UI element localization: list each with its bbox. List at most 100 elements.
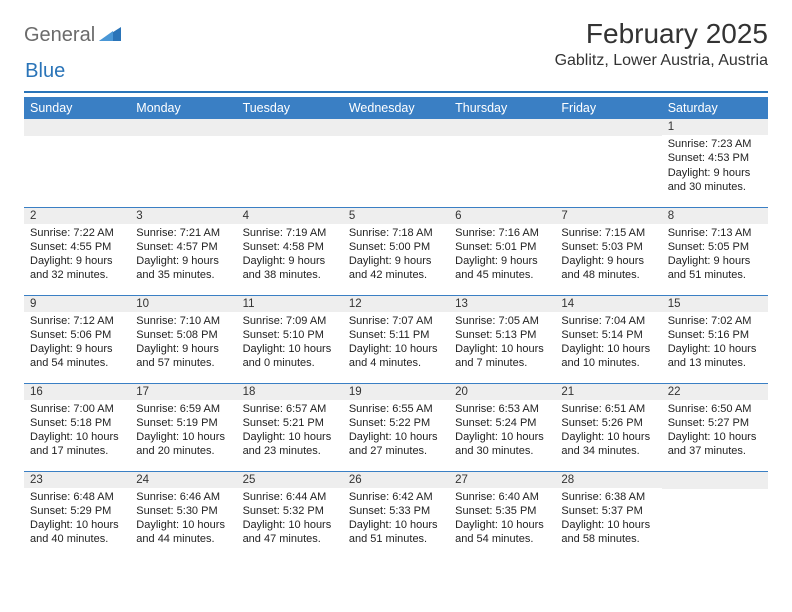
calendar-cell: 17Sunrise: 6:59 AMSunset: 5:19 PMDayligh… [130, 383, 236, 471]
calendar-cell: 10Sunrise: 7:10 AMSunset: 5:08 PMDayligh… [130, 295, 236, 383]
sunset-text: Sunset: 5:18 PM [30, 416, 124, 430]
sunset-text: Sunset: 4:55 PM [30, 240, 124, 254]
sunset-text: Sunset: 5:32 PM [243, 504, 337, 518]
calendar-cell: 6Sunrise: 7:16 AMSunset: 5:01 PMDaylight… [449, 207, 555, 295]
logo-text-blue: Blue [25, 60, 65, 83]
daylight-text: Daylight: 10 hours and 7 minutes. [455, 342, 549, 371]
sunset-text: Sunset: 5:06 PM [30, 328, 124, 342]
day-number: 8 [662, 208, 768, 224]
calendar-cell: 1Sunrise: 7:23 AMSunset: 4:53 PMDaylight… [662, 119, 768, 207]
daylight-text: Daylight: 10 hours and 0 minutes. [243, 342, 337, 371]
sunrise-text: Sunrise: 7:16 AM [455, 226, 549, 240]
daylight-text: Daylight: 10 hours and 4 minutes. [349, 342, 443, 371]
daylight-text: Daylight: 10 hours and 17 minutes. [30, 430, 124, 459]
sunset-text: Sunset: 5:00 PM [349, 240, 443, 254]
sunset-text: Sunset: 4:57 PM [136, 240, 230, 254]
day-number: 28 [555, 472, 661, 488]
calendar-week: 1Sunrise: 7:23 AMSunset: 4:53 PMDaylight… [24, 119, 768, 207]
sunrise-text: Sunrise: 7:23 AM [668, 137, 762, 151]
day-body: Sunrise: 7:05 AMSunset: 5:13 PMDaylight:… [449, 312, 555, 375]
daylight-text: Daylight: 9 hours and 48 minutes. [561, 254, 655, 283]
day-number: 4 [237, 208, 343, 224]
day-number: 24 [130, 472, 236, 488]
day-body [237, 136, 343, 142]
day-number: 14 [555, 296, 661, 312]
daylight-text: Daylight: 9 hours and 35 minutes. [136, 254, 230, 283]
day-number: 12 [343, 296, 449, 312]
daylight-text: Daylight: 9 hours and 51 minutes. [668, 254, 762, 283]
logo-text-general: General [24, 24, 95, 47]
calendar-cell [555, 119, 661, 207]
day-body [662, 489, 768, 495]
day-body [555, 136, 661, 142]
day-body: Sunrise: 6:57 AMSunset: 5:21 PMDaylight:… [237, 400, 343, 463]
calendar-cell: 3Sunrise: 7:21 AMSunset: 4:57 PMDaylight… [130, 207, 236, 295]
day-header: Sunday [24, 97, 130, 119]
calendar-cell: 4Sunrise: 7:19 AMSunset: 4:58 PMDaylight… [237, 207, 343, 295]
calendar-cell [343, 119, 449, 207]
sunset-text: Sunset: 5:30 PM [136, 504, 230, 518]
daylight-text: Daylight: 10 hours and 23 minutes. [243, 430, 337, 459]
calendar-cell: 19Sunrise: 6:55 AMSunset: 5:22 PMDayligh… [343, 383, 449, 471]
calendar-cell: 8Sunrise: 7:13 AMSunset: 5:05 PMDaylight… [662, 207, 768, 295]
day-body: Sunrise: 7:18 AMSunset: 5:00 PMDaylight:… [343, 224, 449, 287]
sunrise-text: Sunrise: 7:10 AM [136, 314, 230, 328]
calendar-cell: 26Sunrise: 6:42 AMSunset: 5:33 PMDayligh… [343, 471, 449, 559]
calendar-week: 2Sunrise: 7:22 AMSunset: 4:55 PMDaylight… [24, 207, 768, 295]
sunrise-text: Sunrise: 7:07 AM [349, 314, 443, 328]
day-body: Sunrise: 6:59 AMSunset: 5:19 PMDaylight:… [130, 400, 236, 463]
daylight-text: Daylight: 9 hours and 45 minutes. [455, 254, 549, 283]
calendar-cell: 27Sunrise: 6:40 AMSunset: 5:35 PMDayligh… [449, 471, 555, 559]
calendar-cell: 25Sunrise: 6:44 AMSunset: 5:32 PMDayligh… [237, 471, 343, 559]
day-number: 25 [237, 472, 343, 488]
day-body: Sunrise: 7:19 AMSunset: 4:58 PMDaylight:… [237, 224, 343, 287]
day-body: Sunrise: 6:48 AMSunset: 5:29 PMDaylight:… [24, 488, 130, 551]
daylight-text: Daylight: 10 hours and 10 minutes. [561, 342, 655, 371]
calendar-cell: 2Sunrise: 7:22 AMSunset: 4:55 PMDaylight… [24, 207, 130, 295]
calendar-cell: 28Sunrise: 6:38 AMSunset: 5:37 PMDayligh… [555, 471, 661, 559]
calendar-cell: 9Sunrise: 7:12 AMSunset: 5:06 PMDaylight… [24, 295, 130, 383]
sunset-text: Sunset: 5:19 PM [136, 416, 230, 430]
daylight-text: Daylight: 10 hours and 58 minutes. [561, 518, 655, 547]
day-body: Sunrise: 7:12 AMSunset: 5:06 PMDaylight:… [24, 312, 130, 375]
calendar-cell: 5Sunrise: 7:18 AMSunset: 5:00 PMDaylight… [343, 207, 449, 295]
sunrise-text: Sunrise: 6:46 AM [136, 490, 230, 504]
day-number [555, 119, 661, 136]
sunrise-text: Sunrise: 6:50 AM [668, 402, 762, 416]
daylight-text: Daylight: 10 hours and 13 minutes. [668, 342, 762, 371]
day-number: 15 [662, 296, 768, 312]
day-number: 22 [662, 384, 768, 400]
day-header: Friday [555, 97, 661, 119]
day-number [237, 119, 343, 136]
day-body: Sunrise: 7:09 AMSunset: 5:10 PMDaylight:… [237, 312, 343, 375]
sunset-text: Sunset: 5:24 PM [455, 416, 549, 430]
sunset-text: Sunset: 5:05 PM [668, 240, 762, 254]
day-body: Sunrise: 7:10 AMSunset: 5:08 PMDaylight:… [130, 312, 236, 375]
sunrise-text: Sunrise: 7:02 AM [668, 314, 762, 328]
day-header: Monday [130, 97, 236, 119]
sunset-text: Sunset: 5:11 PM [349, 328, 443, 342]
day-body: Sunrise: 6:50 AMSunset: 5:27 PMDaylight:… [662, 400, 768, 463]
daylight-text: Daylight: 10 hours and 47 minutes. [243, 518, 337, 547]
daylight-text: Daylight: 9 hours and 42 minutes. [349, 254, 443, 283]
day-number: 21 [555, 384, 661, 400]
sunrise-text: Sunrise: 6:57 AM [243, 402, 337, 416]
sunrise-text: Sunrise: 6:55 AM [349, 402, 443, 416]
calendar-cell: 24Sunrise: 6:46 AMSunset: 5:30 PMDayligh… [130, 471, 236, 559]
calendar-body: 1Sunrise: 7:23 AMSunset: 4:53 PMDaylight… [24, 119, 768, 559]
sunset-text: Sunset: 5:35 PM [455, 504, 549, 518]
day-body: Sunrise: 7:16 AMSunset: 5:01 PMDaylight:… [449, 224, 555, 287]
sunset-text: Sunset: 5:03 PM [561, 240, 655, 254]
calendar-cell: 18Sunrise: 6:57 AMSunset: 5:21 PMDayligh… [237, 383, 343, 471]
calendar-week: 9Sunrise: 7:12 AMSunset: 5:06 PMDaylight… [24, 295, 768, 383]
sunrise-text: Sunrise: 7:19 AM [243, 226, 337, 240]
sunrise-text: Sunrise: 7:05 AM [455, 314, 549, 328]
sunset-text: Sunset: 5:22 PM [349, 416, 443, 430]
daylight-text: Daylight: 9 hours and 54 minutes. [30, 342, 124, 371]
day-number [343, 119, 449, 136]
day-number: 5 [343, 208, 449, 224]
day-header-row: Sunday Monday Tuesday Wednesday Thursday… [24, 97, 768, 119]
sunset-text: Sunset: 5:29 PM [30, 504, 124, 518]
sunrise-text: Sunrise: 7:15 AM [561, 226, 655, 240]
calendar-cell [237, 119, 343, 207]
